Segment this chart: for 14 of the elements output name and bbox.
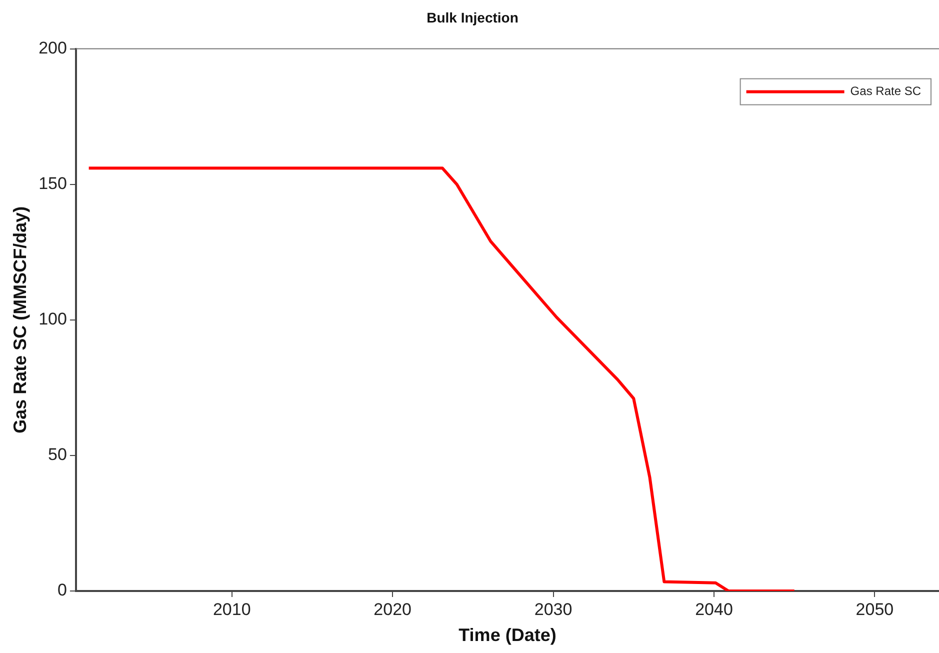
x-axis-title: Time (Date)	[458, 625, 556, 646]
x-tick-label: 2040	[695, 600, 733, 619]
y-tick-label: 150	[38, 174, 67, 194]
y-tick-label: 0	[57, 580, 67, 600]
text: Gas Rate SC	[850, 84, 922, 98]
chart-title: Bulk Injection	[426, 9, 518, 26]
x-tick-label: 2050	[856, 600, 894, 619]
x-tick-label: 2010	[212, 600, 251, 619]
y-tick-label: 200	[38, 38, 67, 58]
y-tick-label: 50	[48, 445, 67, 464]
y-tick-label: 100	[38, 310, 67, 329]
x-tick-label: 2020	[374, 600, 412, 619]
x-tick-label: 2030	[534, 600, 572, 619]
y-axis-title: Gas Rate SC (MMSCF/day)	[10, 206, 30, 434]
